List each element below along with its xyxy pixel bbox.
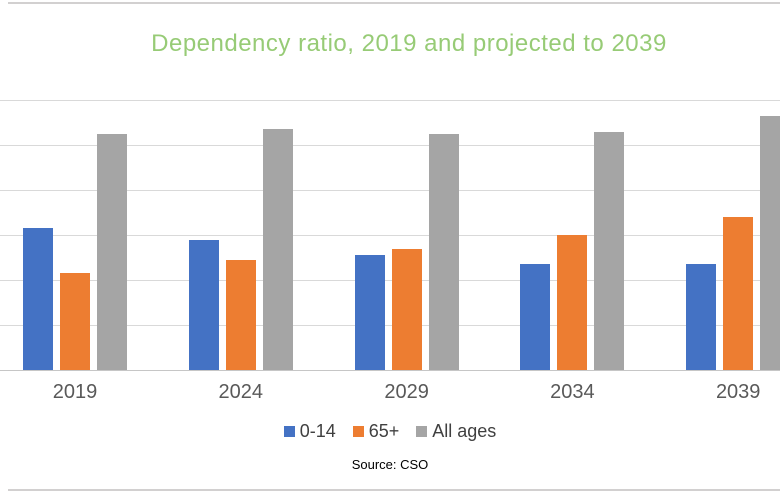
- bar-0-14-2019: [23, 228, 53, 370]
- bar-0-14-2034: [520, 264, 551, 370]
- bar-all-ages-2034: [594, 131, 625, 370]
- chart-border-top: [8, 2, 780, 4]
- bar-65-2024: [225, 259, 256, 370]
- x-axis-label-2039: 2039: [715, 381, 761, 403]
- legend-swatch-icon: [416, 426, 428, 437]
- legend-label: 65+: [368, 421, 400, 441]
- bar-65-2019: [60, 273, 90, 370]
- gridline: [0, 100, 780, 101]
- legend-swatch-icon: [283, 426, 295, 437]
- bar-65-2029: [391, 248, 422, 370]
- bar-65-2039: [723, 217, 754, 370]
- x-axis-label-2034: 2034: [550, 381, 595, 403]
- gridline: [0, 145, 780, 146]
- bar-all-ages-2024: [262, 129, 293, 370]
- x-axis-label-2029: 2029: [384, 381, 429, 403]
- source-note: Source: CSO: [351, 457, 429, 472]
- chart-border-bottom: [8, 489, 780, 491]
- gridline: [0, 235, 780, 236]
- legend-item-0-14: 0-14: [283, 421, 336, 442]
- gridline: [0, 280, 780, 281]
- legend: 0-14 65+ All ages: [0, 421, 780, 442]
- bar-0-14-2039: [686, 264, 717, 370]
- chart-title: Dependency ratio, 2019 and projected to …: [151, 30, 667, 57]
- legend-swatch-icon: [352, 426, 364, 437]
- x-axis-line: [0, 370, 780, 371]
- x-axis-label-2024: 2024: [218, 381, 264, 403]
- legend-label: All ages: [432, 421, 497, 441]
- bar-65-2034: [557, 235, 588, 370]
- legend-label: 0-14: [299, 421, 336, 441]
- bar-all-ages-2019: [97, 133, 127, 370]
- legend-item-65: 65+: [352, 421, 400, 442]
- bar-0-14-2029: [354, 255, 385, 370]
- legend-item-all-ages: All ages: [416, 421, 496, 442]
- bar-all-ages-2029: [428, 133, 459, 370]
- gridline: [0, 325, 780, 326]
- gridline: [0, 190, 780, 191]
- bar-all-ages-2039: [760, 115, 780, 370]
- x-axis-label-2019: 2019: [52, 381, 98, 403]
- bar-0-14-2024: [188, 239, 219, 370]
